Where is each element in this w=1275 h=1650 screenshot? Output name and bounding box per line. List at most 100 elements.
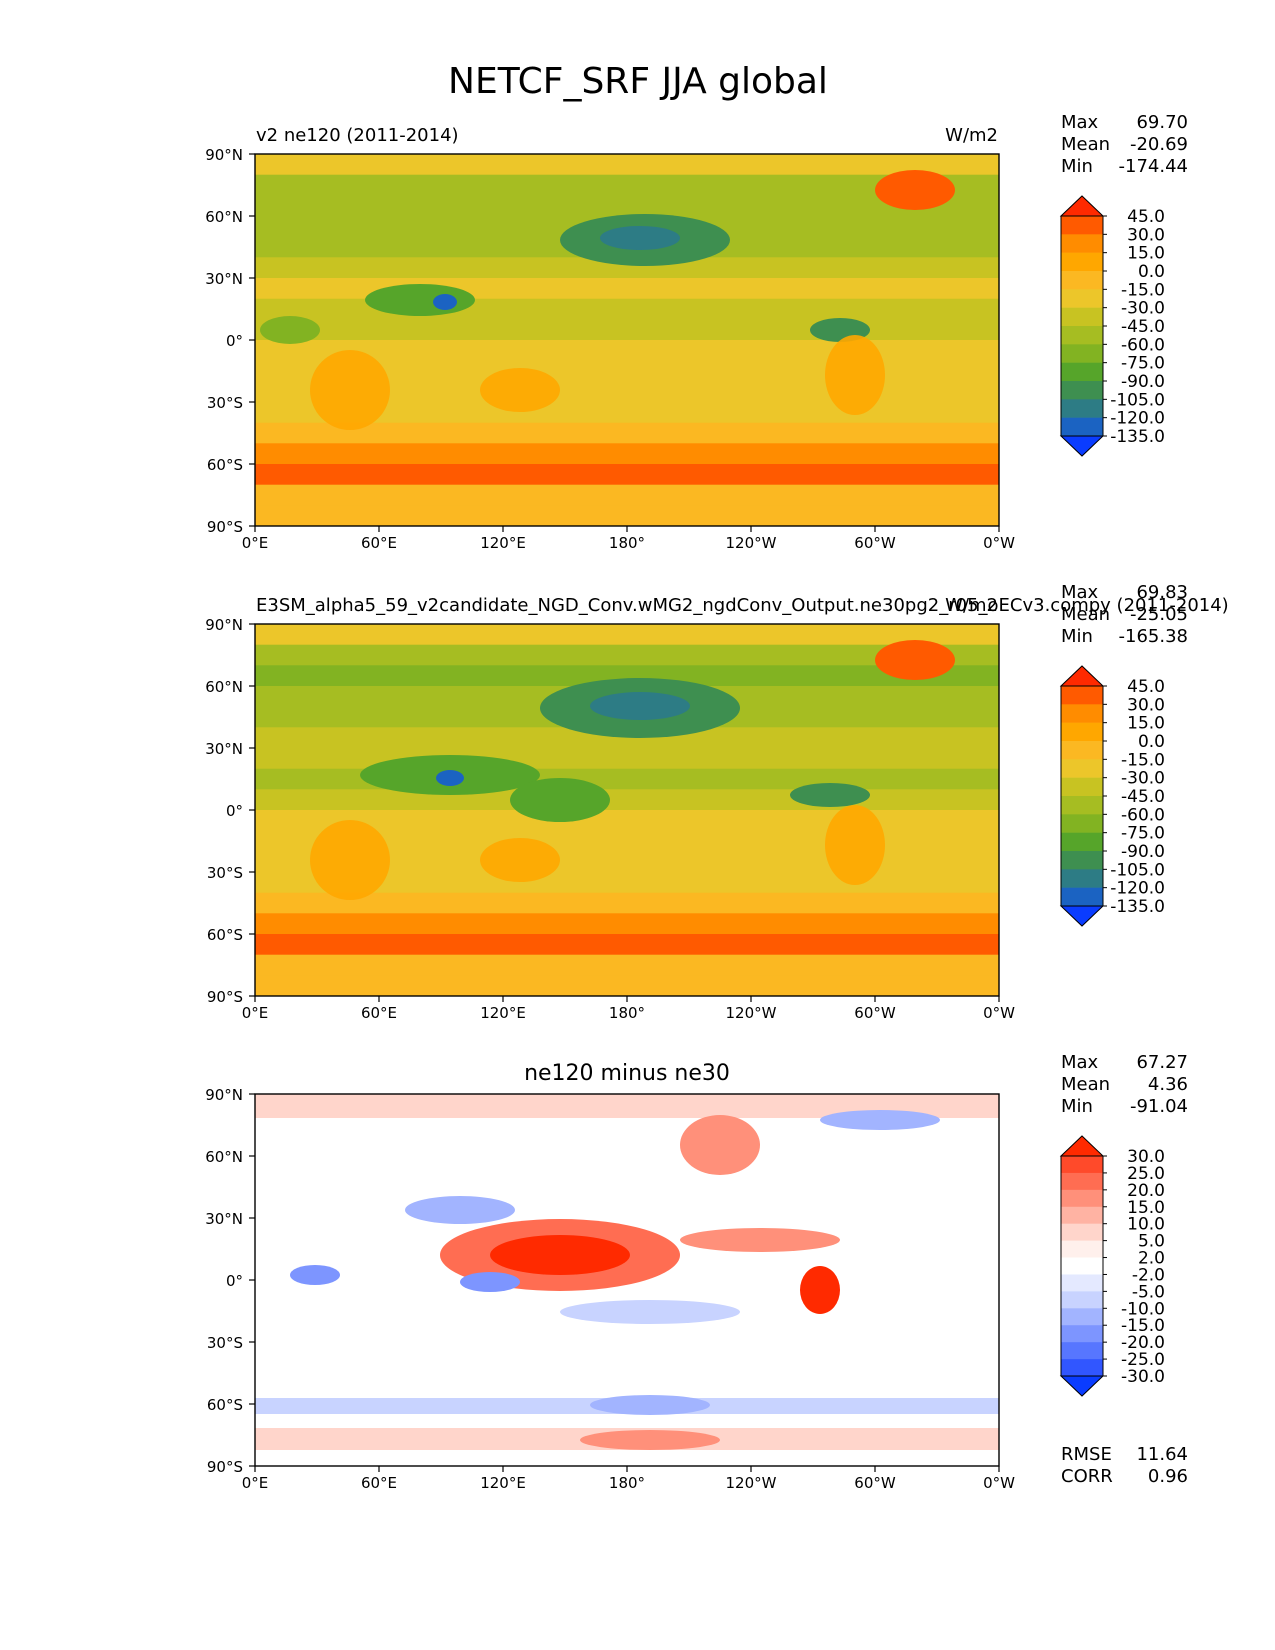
antarctic-positive-core <box>580 1430 720 1450</box>
x-tick-label: 180° <box>609 1004 645 1022</box>
x-tick-label: 120°E <box>480 534 526 552</box>
zonal-band <box>255 727 999 749</box>
stat-value: -91.04 <box>1130 1096 1188 1117</box>
south-pacific-negative <box>560 1300 740 1324</box>
colorbar-label: -75.0 <box>1121 824 1165 844</box>
colorbar-segment <box>1061 869 1103 888</box>
stat-value: 69.70 <box>1136 112 1188 133</box>
y-tick-label: 30°S <box>207 394 243 412</box>
colorbar-segment <box>1061 686 1103 705</box>
colorbar-label: 25.0 <box>1127 1164 1165 1184</box>
zonal-band <box>255 892 999 914</box>
x-tick-label: 120°E <box>480 1474 526 1492</box>
zonal-band <box>255 484 999 506</box>
colorbar-label: -15.0 <box>1121 750 1165 770</box>
y-tick-label: 90°S <box>207 518 243 536</box>
x-tick-label: 60°W <box>854 534 896 552</box>
colorbar-label: 15.0 <box>1127 1198 1165 1218</box>
y-tick-label: 30°N <box>205 1210 243 1228</box>
colorbar-segment <box>1061 722 1103 742</box>
colorbar-label: -30.0 <box>1121 1367 1165 1387</box>
field-features <box>260 170 955 430</box>
x-tick-label: 120°W <box>726 534 777 552</box>
africa-negative <box>290 1265 340 1285</box>
colorbar-label: 0.0 <box>1138 732 1165 752</box>
stat-label: Min <box>1061 626 1093 647</box>
colorbar-segment <box>1061 326 1103 345</box>
zonal-band <box>255 402 999 424</box>
pacific-storm-core <box>600 226 680 250</box>
colorbar-label: 15.0 <box>1127 714 1165 734</box>
zonal-band <box>255 154 999 176</box>
zonal-band <box>255 443 999 465</box>
colorbar-label: -30.0 <box>1121 769 1165 789</box>
x-tick-label: 60°E <box>361 534 397 552</box>
colorbar-label: 5.0 <box>1138 1232 1165 1252</box>
colorbar-segment <box>1061 1325 1103 1343</box>
colorbar-label: -105.0 <box>1110 390 1165 410</box>
corr-label: CORR <box>1061 1466 1113 1487</box>
zonal-band <box>255 422 999 444</box>
y-tick-label: 30°N <box>205 270 243 288</box>
colorbar-segment <box>1061 307 1103 327</box>
colorbar-segment <box>1061 796 1103 815</box>
colorbar-label: -30.0 <box>1121 299 1165 319</box>
colorbar-label: -45.0 <box>1121 787 1165 807</box>
stat-label: Max <box>1061 582 1099 603</box>
colorbar-segment <box>1061 1342 1103 1360</box>
asia-negative <box>405 1196 515 1224</box>
y-tick-label: 90°S <box>207 988 243 1006</box>
colorbar-label: -15.0 <box>1121 280 1165 300</box>
x-tick-label: 0°E <box>242 1474 269 1492</box>
central-america-convection <box>790 783 870 807</box>
greenland-high <box>875 640 955 680</box>
y-tick-label: 30°S <box>207 1334 243 1352</box>
y-tick-label: 30°S <box>207 864 243 882</box>
zonal-band <box>255 195 999 217</box>
y-tick-label: 60°N <box>205 1148 243 1166</box>
colorbar-segment <box>1061 216 1103 235</box>
zonal-band <box>255 360 999 382</box>
colorbar-segment <box>1061 381 1103 400</box>
colorbar-extend-min <box>1059 905 1105 927</box>
colorbar-label: -135.0 <box>1110 427 1165 447</box>
colorbar-label: 10.0 <box>1127 1215 1165 1235</box>
panel-left-label: v2 ne120 (2011-2014) <box>256 125 459 146</box>
zonal-band <box>255 810 999 832</box>
colorbar-label: -90.0 <box>1121 372 1165 392</box>
y-tick-label: 60°N <box>205 678 243 696</box>
zonal-band <box>255 851 999 873</box>
colorbar-segment <box>1061 1223 1103 1241</box>
zonal-band <box>255 954 999 976</box>
colorbar-label: 15.0 <box>1127 244 1165 264</box>
colorbar-segment <box>1061 344 1103 363</box>
colorbar-segment <box>1061 234 1103 253</box>
panel-left-label: E3SM_alpha5_59_v2candidate_NGD_Conv.wMG2… <box>256 595 1229 616</box>
colorbar-label: -90.0 <box>1121 842 1165 862</box>
panel-units-label: W/m2 <box>945 125 998 146</box>
colorbar-extend-min <box>1059 1375 1105 1397</box>
north-pacific-positive <box>680 1115 760 1175</box>
x-tick-label: 0°E <box>242 1004 269 1022</box>
east-pacific-positive <box>800 1266 840 1314</box>
stat-value: 69.83 <box>1136 582 1188 603</box>
colorbar-segment <box>1061 887 1103 907</box>
colorbar-segment <box>1061 362 1103 382</box>
colorbar-segment <box>1061 417 1103 437</box>
colorbar-segment <box>1061 289 1103 308</box>
y-tick-label: 60°S <box>207 1396 243 1414</box>
monsoon-region <box>365 284 475 316</box>
map-field <box>255 154 999 526</box>
y-tick-label: 0° <box>226 1272 243 1290</box>
zonal-band <box>255 257 999 279</box>
panel-center-label: ne120 minus ne30 <box>524 1061 730 1086</box>
x-tick-label: 120°E <box>480 1004 526 1022</box>
colorbar-label: -15.0 <box>1121 1316 1165 1336</box>
colorbar-label: -60.0 <box>1121 335 1165 355</box>
maritime-continent-convection <box>510 778 610 822</box>
zonal-band <box>255 340 999 362</box>
colorbar-extend-max <box>1059 195 1105 217</box>
x-tick-label: 60°E <box>361 1474 397 1492</box>
colorbar-segment <box>1061 271 1103 290</box>
colorbar-label: -20.0 <box>1121 1333 1165 1353</box>
